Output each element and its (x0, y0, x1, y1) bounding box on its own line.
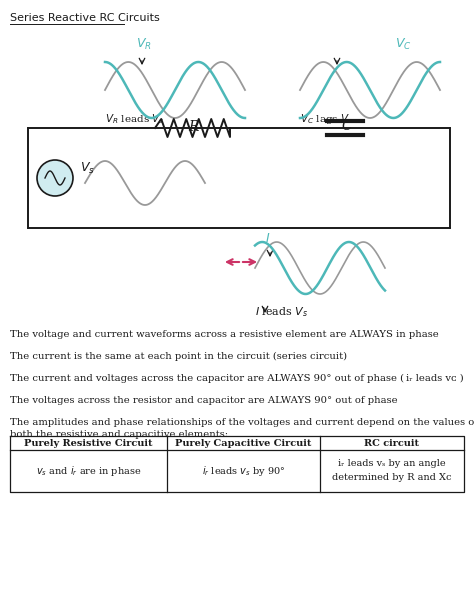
Text: $V_s$: $V_s$ (80, 161, 95, 175)
Text: $V_C$ lags $V_s$: $V_C$ lags $V_s$ (300, 112, 353, 126)
Text: The voltages across the resistor and capacitor are ALWAYS 90° out of phase: The voltages across the resistor and cap… (10, 396, 398, 405)
Text: $V_R$ leads $V_s$: $V_R$ leads $V_s$ (105, 112, 164, 126)
Text: Purely Capacitive Circuit: Purely Capacitive Circuit (175, 438, 312, 447)
Text: RC circuit: RC circuit (365, 438, 419, 447)
Text: Series Reactive RC Circuits: Series Reactive RC Circuits (10, 13, 160, 23)
Text: $i_r$ leads $v_s$ by 90°: $i_r$ leads $v_s$ by 90° (201, 464, 285, 478)
Text: $V_C$: $V_C$ (395, 37, 411, 52)
Text: determined by R and Xc: determined by R and Xc (332, 473, 452, 482)
Text: C: C (341, 119, 352, 133)
Text: $I$ leads $V_s$: $I$ leads $V_s$ (255, 305, 309, 319)
Text: Purely Resistive Circuit: Purely Resistive Circuit (24, 438, 153, 447)
Text: R: R (189, 120, 199, 134)
Circle shape (37, 160, 73, 196)
Text: $I$: $I$ (265, 232, 270, 245)
Text: The voltage and current waveforms across a resistive element are ALWAYS in phase: The voltage and current waveforms across… (10, 330, 439, 339)
Bar (28, 128, 450, 228)
Text: $v_s$ and $i_r$ are in phase: $v_s$ and $i_r$ are in phase (36, 464, 141, 478)
Text: The current is the same at each point in the circuit (series circuit): The current is the same at each point in… (10, 352, 347, 361)
Text: The amplitudes and phase relationships of the voltages and current depend on the: The amplitudes and phase relationships o… (10, 418, 474, 427)
Text: $V_R$: $V_R$ (136, 37, 152, 52)
Text: The current and voltages across the capacitor are ALWAYS 90° out of phase ( iᵣ l: The current and voltages across the capa… (10, 374, 464, 383)
Text: both the resistive and capacitive elements:: both the resistive and capacitive elemen… (10, 430, 228, 439)
Text: iᵣ leads vₛ by an angle: iᵣ leads vₛ by an angle (338, 460, 446, 468)
